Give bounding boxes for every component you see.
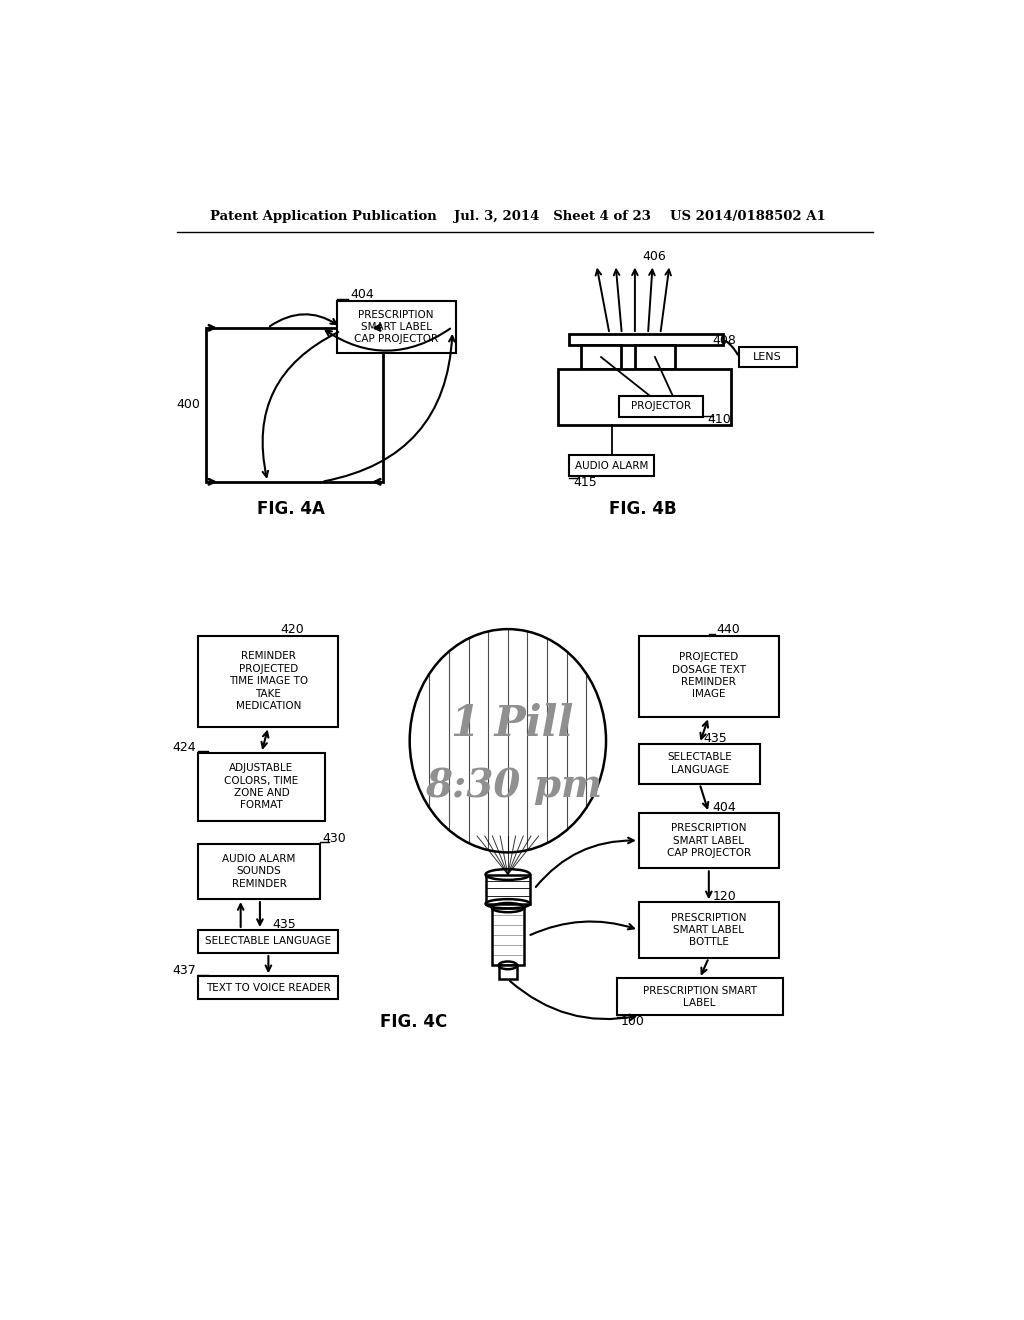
- Text: ADJUSTABLE
COLORS, TIME
ZONE AND
FORMAT: ADJUSTABLE COLORS, TIME ZONE AND FORMAT: [224, 763, 299, 810]
- Text: Jul. 3, 2014   Sheet 4 of 23: Jul. 3, 2014 Sheet 4 of 23: [454, 210, 651, 223]
- Text: SELECTABLE LANGUAGE: SELECTABLE LANGUAGE: [206, 936, 332, 946]
- Bar: [617, 978, 782, 1015]
- Bar: [569, 334, 724, 345]
- Text: AUDIO ALARM
SOUNDS
REMINDER: AUDIO ALARM SOUNDS REMINDER: [222, 854, 296, 888]
- Text: 440: 440: [717, 623, 740, 636]
- Bar: [558, 370, 731, 425]
- Text: PRESCRIPTION SMART
LABEL: PRESCRIPTION SMART LABEL: [643, 986, 757, 1008]
- Text: 435: 435: [703, 731, 727, 744]
- Text: Patent Application Publication: Patent Application Publication: [210, 210, 436, 223]
- Text: 424: 424: [172, 741, 196, 754]
- Bar: [199, 843, 319, 899]
- Bar: [639, 813, 779, 869]
- Bar: [639, 903, 779, 958]
- Bar: [618, 396, 703, 417]
- Bar: [581, 345, 621, 370]
- Text: US 2014/0188502 A1: US 2014/0188502 A1: [670, 210, 825, 223]
- Text: SELECTABLE
LANGUAGE: SELECTABLE LANGUAGE: [668, 752, 732, 775]
- Text: FIG. 4C: FIG. 4C: [380, 1014, 447, 1031]
- Bar: [199, 752, 326, 821]
- Bar: [199, 977, 339, 999]
- Text: 435: 435: [272, 917, 296, 931]
- Text: 404: 404: [713, 801, 736, 814]
- Text: 120: 120: [713, 890, 736, 903]
- Text: FIG. 4B: FIG. 4B: [609, 500, 677, 517]
- Text: 437: 437: [172, 964, 196, 977]
- Bar: [499, 965, 517, 979]
- Text: AUDIO ALARM: AUDIO ALARM: [575, 461, 648, 471]
- Text: PRESCRIPTION
SMART LABEL
CAP PROJECTOR: PRESCRIPTION SMART LABEL CAP PROJECTOR: [667, 824, 751, 858]
- Text: 8:30 pm: 8:30 pm: [425, 767, 602, 805]
- Text: PRESCRIPTION
SMART LABEL
CAP PROJECTOR: PRESCRIPTION SMART LABEL CAP PROJECTOR: [354, 310, 438, 345]
- Bar: [485, 875, 530, 904]
- Bar: [337, 301, 457, 354]
- Text: PRESCRIPTION
SMART LABEL
BOTTLE: PRESCRIPTION SMART LABEL BOTTLE: [671, 912, 746, 948]
- Text: 406: 406: [643, 251, 667, 264]
- Text: 400: 400: [176, 399, 200, 412]
- Text: 410: 410: [708, 413, 731, 426]
- Text: PROJECTED
DOSAGE TEXT
REMINDER
IMAGE: PROJECTED DOSAGE TEXT REMINDER IMAGE: [672, 652, 745, 700]
- Bar: [569, 455, 654, 477]
- Text: 408: 408: [713, 334, 736, 347]
- Bar: [199, 636, 339, 726]
- Text: LENS: LENS: [753, 352, 781, 362]
- Text: REMINDER
PROJECTED
TIME IMAGE TO
TAKE
MEDICATION: REMINDER PROJECTED TIME IMAGE TO TAKE ME…: [228, 652, 308, 711]
- Text: 420: 420: [280, 623, 304, 636]
- Text: 404: 404: [351, 288, 375, 301]
- Text: 430: 430: [323, 832, 346, 845]
- Bar: [206, 327, 383, 482]
- Text: 1 Pill: 1 Pill: [451, 704, 572, 746]
- Bar: [639, 636, 779, 717]
- Text: 100: 100: [621, 1015, 645, 1028]
- Bar: [635, 345, 675, 370]
- Bar: [739, 347, 797, 367]
- Text: TEXT TO VOICE READER: TEXT TO VOICE READER: [206, 982, 331, 993]
- Bar: [492, 908, 524, 965]
- Bar: [199, 929, 339, 953]
- Text: 415: 415: [573, 477, 597, 490]
- Bar: [639, 743, 761, 784]
- Text: FIG. 4A: FIG. 4A: [257, 500, 325, 517]
- Text: PROJECTOR: PROJECTOR: [631, 401, 691, 412]
